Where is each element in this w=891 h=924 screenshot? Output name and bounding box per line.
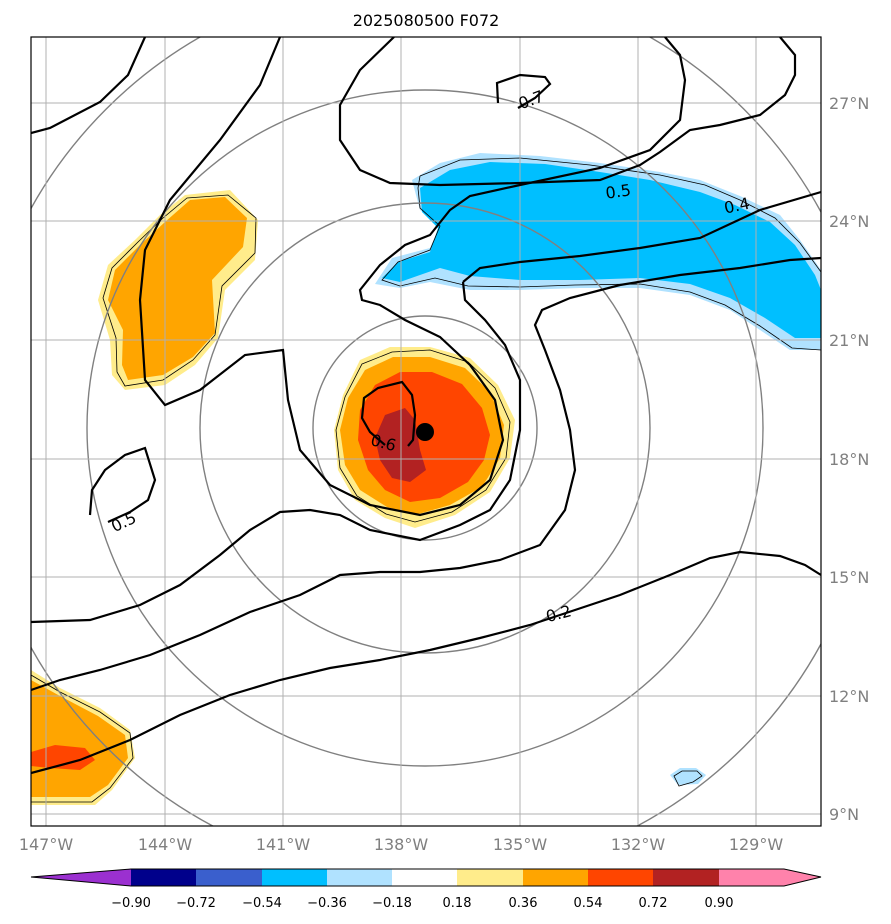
colorbar-segment (523, 869, 588, 886)
colorbar-segments (31, 869, 821, 886)
colorbar-tick-label: 0.90 (705, 896, 734, 911)
lat-tick-label: 24°N (829, 212, 869, 231)
graticule (31, 37, 821, 826)
colorbar-segment (196, 869, 262, 886)
colorbar-extend-high (784, 869, 821, 886)
colorbar-segment (457, 869, 523, 886)
lon-tick-label: 129°W (729, 835, 784, 854)
lon-tick-label: 144°W (138, 835, 193, 854)
colorbar-tick-label: −0.18 (372, 896, 412, 911)
colorbar: −0.90 −0.72 −0.54 −0.36 −0.18 0.18 0.36 … (30, 868, 822, 911)
contour-label: 0.5 (604, 180, 632, 202)
colorbar-outline (30, 868, 822, 887)
colorbar-segment (392, 869, 457, 886)
lon-tick-label: 141°W (256, 835, 311, 854)
negative-anomaly-region (375, 153, 821, 785)
lat-tick-label: 15°N (829, 568, 869, 587)
map-frame (30, 36, 822, 827)
shaded-region (670, 768, 706, 785)
colorbar-segment (131, 869, 196, 886)
map-title: 2025080500 F072 (353, 11, 500, 30)
colorbar-segment (262, 869, 327, 886)
colorbar-segment (327, 869, 392, 886)
storm-center-marker (416, 423, 434, 441)
lat-tick-label: 18°N (829, 450, 869, 469)
colorbar-tick-label: −0.54 (242, 896, 282, 911)
lat-tick-label: 27°N (829, 94, 869, 113)
colorbar-segment (653, 869, 719, 886)
colorbar-tick-label: −0.72 (176, 896, 216, 911)
colorbar-tick-label: −0.36 (307, 896, 347, 911)
longitude-axis: 147°W 144°W 141°W 138°W 135°W 132°W 129°… (19, 835, 784, 854)
lon-tick-label: 147°W (19, 835, 74, 854)
contour-label: 0.4 (722, 194, 751, 218)
colorbar-tick-label: 0.54 (574, 896, 603, 911)
colorbar-extend-low (31, 869, 131, 886)
map-area: 0.7 0.5 0.4 0.6 0.5 0.2 (31, 37, 821, 826)
lon-tick-label: 138°W (374, 835, 429, 854)
colorbar-tick-label: 0.36 (509, 896, 538, 911)
lat-tick-label: 12°N (829, 687, 869, 706)
colorbar-segment (719, 869, 784, 886)
contour-lines (31, 37, 821, 775)
colorbar-tick-labels: −0.90 −0.72 −0.54 −0.36 −0.18 0.18 0.36 … (111, 896, 733, 911)
shading-outlines (31, 157, 821, 803)
lat-tick-label: 21°N (829, 331, 869, 350)
lon-tick-label: 132°W (611, 835, 666, 854)
colorbar-segment (588, 869, 653, 886)
lon-tick-label: 135°W (493, 835, 548, 854)
latitude-axis: 27°N 24°N 21°N 18°N 15°N 12°N 9°N (829, 94, 869, 824)
distance-rings (31, 37, 821, 826)
colorbar-tick-label: 0.18 (443, 896, 472, 911)
colorbar-tick-label: −0.90 (111, 896, 151, 911)
colorbar-tick-label: 0.72 (639, 896, 668, 911)
shaded-region (382, 162, 821, 338)
lat-tick-label: 9°N (829, 805, 859, 824)
shaded-region (31, 745, 95, 770)
